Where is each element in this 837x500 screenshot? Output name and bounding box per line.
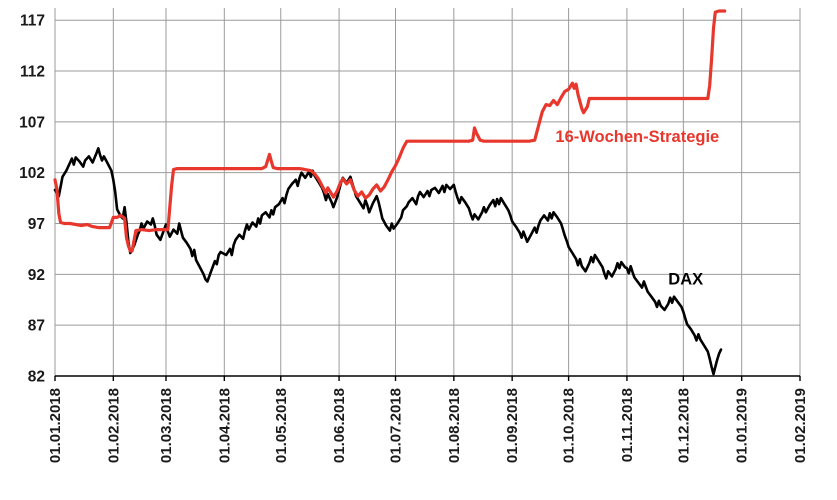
x-tick-label: 01.09.2018 [504,388,521,463]
x-axis [54,375,801,381]
x-tick-label: 01.08.2018 [446,388,463,463]
x-tick-label: 01.03.2018 [158,388,175,463]
x-tick-label: 01.11.2018 [619,388,636,462]
annotation-dax: DAX [668,271,703,289]
y-tick-label: 107 [19,114,45,131]
x-tick-label: 01.07.2018 [388,388,405,463]
x-axis-labels: 01.01.2018 01.02.2018 01.03.2018 01.04.2018… [47,388,809,463]
x-tick-label: 01.02.2019 [792,388,809,463]
y-tick-label: 102 [19,165,45,182]
series-line-dax [53,147,723,376]
y-tick-label: 117 [20,13,45,30]
y-tick-label: 92 [28,267,45,284]
series-line-16-wochen-strategie [53,9,727,253]
x-tick-label: 01.06.2018 [331,388,348,463]
annotation-16-wochen-strategie: 16-Wochen-Strategie [555,128,719,146]
y-tick-label: 112 [20,64,45,81]
x-tick-label: 01.04.2018 [216,388,233,463]
series-annotations: 16-Wochen-Strategie DAX [555,128,719,288]
y-tick-label: 82 [28,369,45,386]
x-tick-label: 01.05.2018 [273,388,290,463]
x-tick-label: 01.10.2018 [561,388,578,463]
y-tick-label: 97 [28,216,45,233]
x-tick-label: 01.12.2018 [675,388,692,463]
x-tick-label: 01.01.2018 [47,388,64,463]
y-tick-label: 87 [28,318,45,335]
x-tick-label: 01.02.2018 [105,388,122,463]
y-axis-labels: 82 87 92 97 102 107 112 117 [19,13,45,386]
x-tick-label: 01.01.2019 [734,388,751,463]
